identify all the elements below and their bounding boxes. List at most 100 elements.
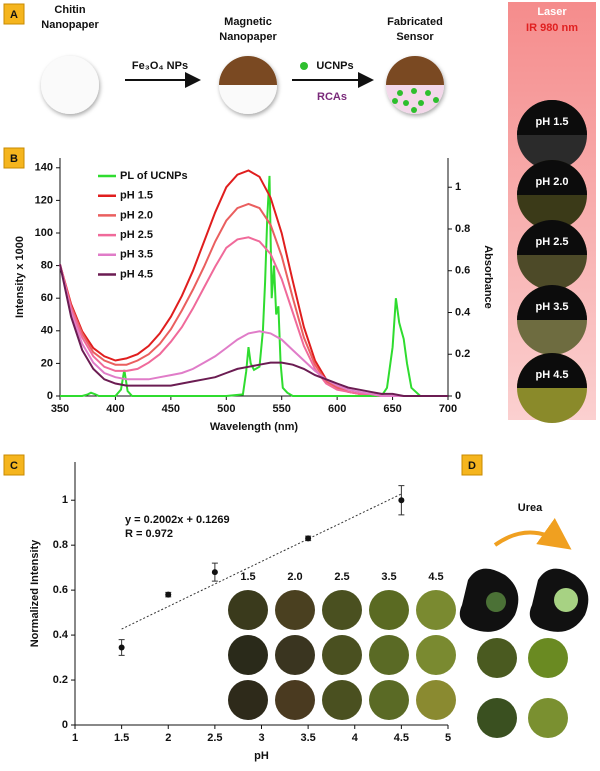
- step-label: Nanopaper: [41, 19, 99, 31]
- swatch: [228, 635, 268, 675]
- swatch-label: 2.0: [287, 571, 302, 583]
- swatch: [369, 680, 409, 720]
- y-axis-label: Intensity x 1000: [14, 236, 26, 318]
- data-point: [119, 644, 125, 650]
- x-tick-label: 4.5: [394, 732, 409, 744]
- x-tick-label: 3.5: [300, 732, 315, 744]
- stomach-icon: [530, 569, 589, 632]
- swatch: [228, 680, 268, 720]
- x-tick-label: 2.5: [207, 732, 222, 744]
- x-tick-label: 700: [439, 403, 457, 415]
- y-tick-label: 100: [35, 227, 53, 239]
- data-point: [165, 592, 171, 598]
- y-tick-label: 40: [41, 325, 53, 337]
- step-label: Magnetic: [224, 16, 272, 28]
- swatch: [369, 635, 409, 675]
- x-tick-label: 4: [352, 732, 359, 744]
- x-tick-label: 1: [72, 732, 78, 744]
- x-axis-label: pH: [254, 750, 269, 762]
- x-tick-label: 3: [258, 732, 264, 744]
- swatch: [416, 590, 456, 630]
- swatch-label: 1.5: [240, 571, 255, 583]
- swatch: [477, 638, 517, 678]
- y2-tick-label: 0: [455, 390, 461, 402]
- y2-tick-label: 0.4: [455, 306, 471, 318]
- swatch: [416, 635, 456, 675]
- annotation: R = 0.972: [125, 528, 173, 540]
- y2-tick-label: 1: [455, 181, 461, 193]
- series-line: [60, 265, 448, 397]
- arrow-label: Fe₃O₄ NPs: [132, 60, 188, 72]
- chitin-disc: [41, 56, 99, 114]
- x-tick-label: 550: [273, 403, 291, 415]
- data-point: [212, 569, 218, 575]
- swatch: [416, 680, 456, 720]
- annotation: y = 0.2002x + 0.1269: [125, 514, 230, 526]
- sample-label: pH 2.5: [535, 236, 568, 248]
- data-point: [398, 497, 404, 503]
- series-line: [60, 176, 448, 396]
- y2-axis-label: Absorbance: [482, 245, 494, 309]
- x-tick-label: 2: [165, 732, 171, 744]
- stomach-icon: [460, 569, 519, 632]
- y-tick-label: 140: [35, 162, 53, 174]
- step-label: Fabricated: [387, 16, 443, 28]
- panel-label: C: [10, 460, 18, 472]
- y-tick-label: 0.6: [53, 584, 68, 596]
- swatch: [322, 680, 362, 720]
- y2-tick-label: 0.8: [455, 223, 470, 235]
- panel-label: D: [468, 460, 476, 472]
- magnetic-disc: [219, 56, 277, 114]
- y-tick-label: 120: [35, 194, 53, 206]
- x-tick-label: 600: [328, 403, 346, 415]
- y-tick-label: 0.4: [53, 629, 69, 641]
- sample-label: pH 1.5: [535, 116, 568, 128]
- x-tick-label: 450: [162, 403, 180, 415]
- swatch: [322, 590, 362, 630]
- x-tick-label: 350: [51, 403, 69, 415]
- laser-title: Laser: [537, 6, 567, 18]
- x-tick-label: 650: [383, 403, 401, 415]
- arrow-label: RCAs: [317, 91, 347, 103]
- swatch: [477, 698, 517, 738]
- series-line: [60, 265, 448, 397]
- arrow: [495, 533, 565, 546]
- sample-label: pH 4.5: [535, 369, 568, 381]
- sensor-disc: [386, 56, 444, 114]
- ucnp-icon: [300, 62, 308, 70]
- legend-label: pH 1.5: [120, 190, 153, 202]
- swatch: [322, 635, 362, 675]
- y-tick-label: 0.8: [53, 539, 68, 551]
- swatch-label: 3.5: [381, 571, 396, 583]
- laser-subtitle: IR 980 nm: [526, 22, 578, 34]
- step-label: Sensor: [396, 31, 434, 43]
- x-tick-label: 5: [445, 732, 451, 744]
- swatch: [275, 635, 315, 675]
- sample-label: pH 2.0: [535, 176, 568, 188]
- x-tick-label: 500: [217, 403, 235, 415]
- arrow-label: UCNPs: [316, 60, 353, 72]
- data-point: [305, 535, 311, 541]
- panel-label: B: [10, 153, 18, 165]
- swatch: [528, 638, 568, 678]
- y-tick-label: 0: [47, 390, 53, 402]
- y2-tick-label: 0.2: [455, 348, 470, 360]
- panel-label: A: [10, 9, 18, 21]
- y-tick-label: 80: [41, 259, 53, 271]
- legend-label: pH 2.0: [120, 209, 153, 221]
- y-tick-label: 60: [41, 292, 53, 304]
- y2-tick-label: 0.6: [455, 265, 470, 277]
- y-tick-label: 0: [62, 719, 68, 731]
- swatch-label: 4.5: [428, 571, 443, 583]
- sample-label: pH 3.5: [535, 301, 568, 313]
- legend-label: pH 2.5: [120, 229, 153, 241]
- swatch: [369, 590, 409, 630]
- swatch: [528, 698, 568, 738]
- swatch: [275, 590, 315, 630]
- step-label: Chitin: [54, 4, 85, 16]
- swatch: [228, 590, 268, 630]
- x-axis-label: Wavelength (nm): [210, 421, 299, 433]
- step-label: Nanopaper: [219, 31, 277, 43]
